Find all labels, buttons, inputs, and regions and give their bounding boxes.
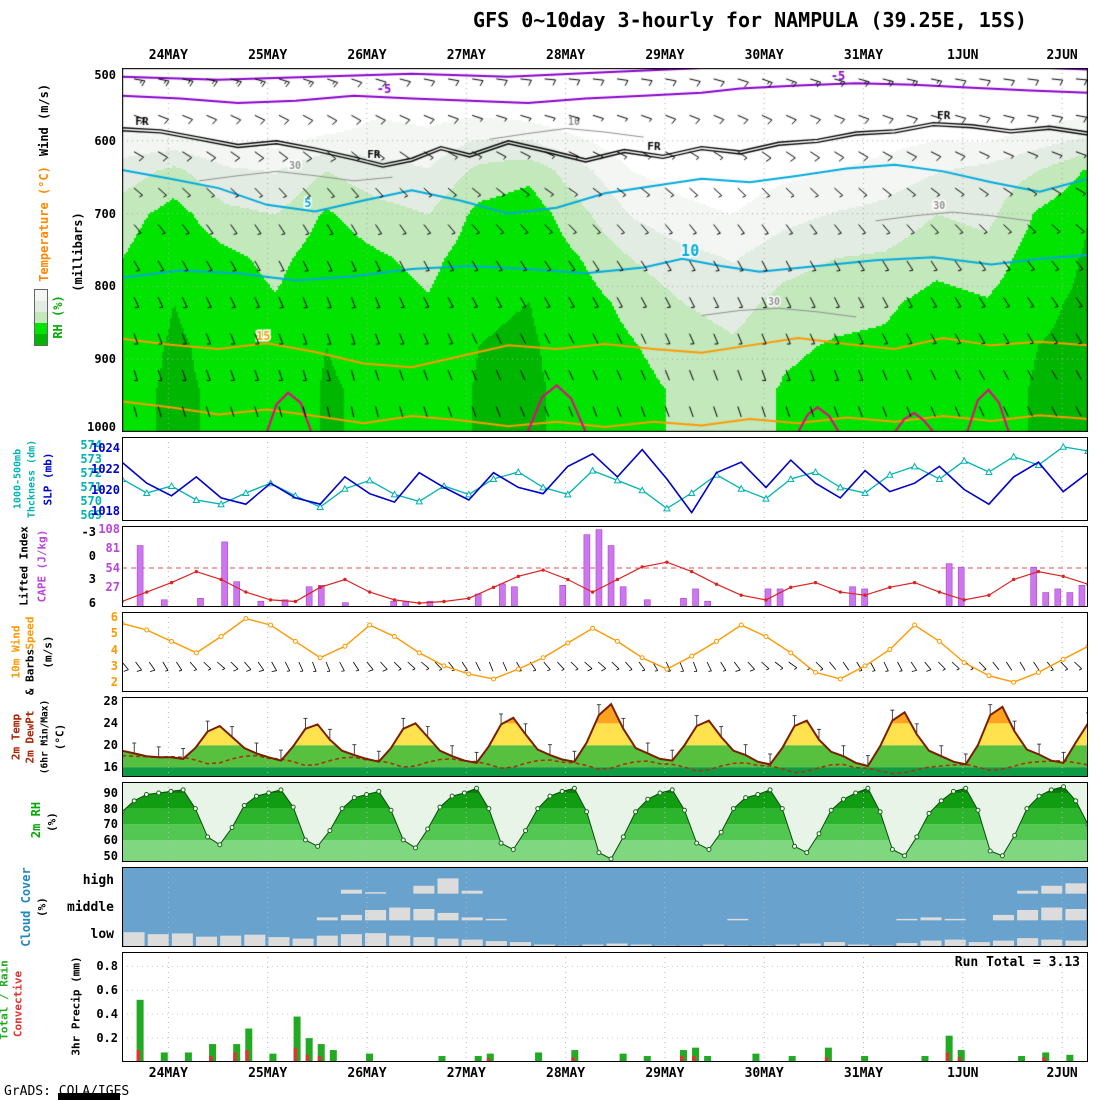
date-label: 25MAY bbox=[248, 1066, 288, 1081]
axis-tick-label: 27 bbox=[105, 580, 120, 595]
axis-tick-label: 574 bbox=[80, 438, 102, 453]
rh2m-panel: 90 80 70 60 50 bbox=[0, 782, 1100, 863]
axis-tick-label: 571 bbox=[80, 480, 102, 495]
date-label: 1JUN bbox=[947, 48, 979, 63]
upper-air-panel: 500 600 700 800 900 1000 bbox=[0, 68, 1100, 434]
axis-tick-label: 573 bbox=[80, 452, 102, 467]
date-label: 2JUN bbox=[1046, 1066, 1078, 1081]
axis-tick-label: 0.2 bbox=[96, 1031, 118, 1046]
axis-tick-label: 1022 bbox=[91, 461, 120, 476]
axis-tick-label: 0.4 bbox=[96, 1007, 118, 1022]
cloud-cover-panel: high middle low bbox=[0, 867, 1100, 947]
axis-tick-label: 108 bbox=[98, 521, 120, 536]
date-label: 24MAY bbox=[148, 1066, 188, 1081]
cape-li-plot bbox=[122, 526, 1088, 607]
axis-tick-label: 50 bbox=[103, 848, 118, 863]
cape-li-panel: 108 81 54 27 -3 0 3 6 bbox=[0, 522, 1100, 611]
axis-tick-label: 900 bbox=[94, 352, 116, 367]
axis-tick-label: 24 bbox=[103, 716, 118, 731]
slp-thickness-panel: 574 573 572 571 570 569 1024 1022 1020 1018 bbox=[0, 437, 1100, 523]
cloud-row-low: low bbox=[90, 927, 114, 942]
axis-tick-label: 572 bbox=[80, 466, 102, 481]
upper-air-plot bbox=[122, 68, 1088, 432]
axis-tick-label: 3 bbox=[110, 658, 118, 673]
date-label: 29MAY bbox=[645, 48, 685, 63]
date-label: 31MAY bbox=[843, 1066, 884, 1081]
grads-logo-bar bbox=[58, 1093, 120, 1100]
axis-tick-label: 700 bbox=[94, 206, 116, 221]
cloud-cover-plot bbox=[122, 867, 1088, 947]
axis-tick-label: 570 bbox=[80, 494, 102, 509]
date-axis-top: 24MAY 25MAY 26MAY 27MAY 28MAY 29MAY 30MAY 31MAY… bbox=[0, 48, 1100, 64]
axis-tick-label: 0.6 bbox=[96, 983, 118, 998]
date-label: 26MAY bbox=[347, 1066, 387, 1081]
axis-tick-label: 54 bbox=[105, 560, 120, 575]
axis-tick-label: 600 bbox=[94, 133, 116, 148]
date-label: 27MAY bbox=[446, 1066, 486, 1081]
axis-tick-label: 60 bbox=[103, 833, 118, 848]
cloud-row-middle: middle bbox=[67, 900, 114, 915]
temp2m-panel: 28 24 20 16 bbox=[0, 694, 1100, 777]
axis-tick-label: 2 bbox=[110, 675, 118, 690]
axis-tick-label: 80 bbox=[103, 801, 118, 816]
axis-tick-label: 569 bbox=[80, 508, 102, 523]
axis-tick-label: 500 bbox=[94, 68, 116, 82]
axis-tick-label: 16 bbox=[103, 760, 118, 775]
axis-tick-label: 6 bbox=[110, 609, 118, 624]
axis-tick-label: 3 bbox=[88, 572, 96, 587]
date-label: 29MAY bbox=[645, 1066, 685, 1081]
slp-thickness-plot bbox=[122, 437, 1088, 521]
axis-tick-label: 81 bbox=[105, 541, 120, 556]
date-label: 25MAY bbox=[248, 48, 288, 63]
precip-panel: 0.8 0.6 0.4 0.2 bbox=[0, 952, 1100, 1062]
date-label: 1JUN bbox=[947, 1066, 979, 1081]
date-label: 26MAY bbox=[347, 48, 387, 63]
cloud-row-high: high bbox=[82, 873, 114, 888]
date-label: 30MAY bbox=[744, 48, 784, 63]
date-axis-bottom: 24MAY 25MAY 26MAY 27MAY 28MAY 29MAY 30MAY 31MAY… bbox=[0, 1066, 1100, 1082]
axis-tick-label: 4 bbox=[110, 642, 118, 657]
axis-tick-label: 1020 bbox=[91, 482, 120, 497]
precip-plot bbox=[122, 952, 1088, 1062]
run-total-text: Run Total = 3.13 bbox=[954, 955, 1080, 970]
rh2m-plot bbox=[122, 782, 1088, 862]
axis-tick-label: 6 bbox=[88, 596, 96, 611]
date-label: 30MAY bbox=[744, 1066, 784, 1081]
wind10m-plot bbox=[122, 612, 1088, 692]
rh-colorbar bbox=[34, 289, 48, 346]
axis-tick-label: 90 bbox=[103, 785, 118, 800]
axis-tick-label: 0 bbox=[88, 548, 96, 563]
date-label: 24MAY bbox=[148, 48, 188, 63]
axis-tick-label: 1024 bbox=[91, 440, 120, 455]
axis-tick-label: -3 bbox=[81, 525, 96, 540]
date-label: 31MAY bbox=[843, 48, 884, 63]
axis-tick-label: 0.8 bbox=[96, 959, 118, 974]
page-title: GFS 0~10day 3-hourly for NAMPULA (39.25E… bbox=[473, 8, 1027, 32]
temp2m-plot bbox=[122, 697, 1088, 777]
date-label: 27MAY bbox=[446, 48, 486, 63]
date-label: 28MAY bbox=[546, 48, 586, 63]
axis-tick-label: 800 bbox=[94, 279, 116, 294]
axis-tick-label: 70 bbox=[103, 817, 118, 832]
axis-tick-label: 28 bbox=[103, 694, 118, 709]
axis-tick-label: 20 bbox=[103, 738, 118, 753]
axis-tick-label: 1000 bbox=[87, 420, 116, 434]
axis-tick-label: 1018 bbox=[91, 503, 120, 518]
axis-tick-label: 5 bbox=[110, 626, 118, 641]
date-label: 28MAY bbox=[546, 1066, 586, 1081]
date-label: 2JUN bbox=[1046, 48, 1078, 63]
